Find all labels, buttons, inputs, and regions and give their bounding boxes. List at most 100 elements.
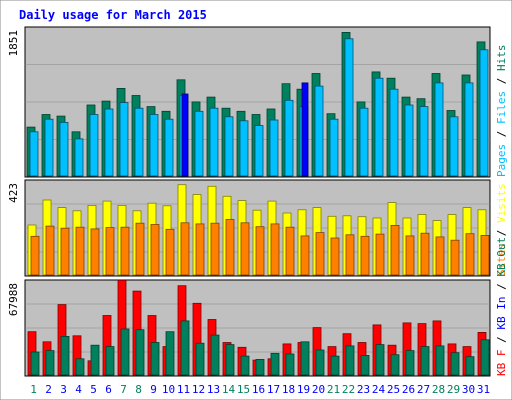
pages-bar <box>301 82 309 177</box>
x-tick-label-day-10: 10 <box>162 383 175 396</box>
panel-middle-ymax-label: 423 <box>7 183 20 203</box>
panel-top-legend-part-4: Hits <box>495 45 508 72</box>
sites-bar <box>30 235 40 276</box>
sites-bar <box>255 226 265 276</box>
x-tick-label-day-8: 8 <box>135 383 142 396</box>
sites-bar <box>390 224 400 276</box>
x-tick-label-day-23: 23 <box>357 383 370 396</box>
sites-bar <box>75 226 85 276</box>
kb-out-bar <box>120 328 130 376</box>
files-bar <box>389 88 399 177</box>
files-bar <box>104 108 114 177</box>
sites-bar <box>270 223 280 276</box>
panel-bottom-legend-part-0: KB F <box>495 350 508 377</box>
sites-bar <box>165 228 175 276</box>
files-bar <box>329 118 339 177</box>
x-tick-label-day-1: 1 <box>30 383 37 396</box>
sites-bar <box>90 228 100 276</box>
kb-out-bar <box>150 342 160 376</box>
files-bar <box>314 85 324 177</box>
files-bar <box>404 104 414 177</box>
files-bar <box>89 114 99 177</box>
x-tick-label-day-12: 12 <box>192 383 205 396</box>
files-bar <box>269 119 279 177</box>
x-tick-label-day-2: 2 <box>45 383 52 396</box>
files-bar <box>479 49 489 177</box>
x-tick-label-day-28: 28 <box>432 383 445 396</box>
panel-middle-legend-part-1: / <box>495 223 508 243</box>
panel-bottom-ymax-label: 67988 <box>7 283 20 316</box>
x-tick-label-day-11: 11 <box>177 383 190 396</box>
files-bar <box>59 122 69 177</box>
kb-out-bar <box>60 335 70 376</box>
sites-bar <box>450 239 460 276</box>
x-tick-label-day-31: 31 <box>477 383 490 396</box>
sites-bar <box>135 222 145 276</box>
panel-top-legend: Pages / Files / Hits <box>495 45 508 178</box>
sites-bar <box>180 222 190 276</box>
panel-bottom-legend-part-3: / <box>495 277 508 297</box>
kb-out-bar <box>210 334 220 376</box>
x-tick-label-day-25: 25 <box>387 383 400 396</box>
kb-out-bar <box>300 341 310 376</box>
panel-bottom-legend: KB F / KB In / KB Out <box>495 237 508 376</box>
panel-middle-legend-part-0: Sites <box>495 243 508 276</box>
sites-bar <box>375 233 385 276</box>
sites-bar <box>315 232 325 276</box>
chart-panels: 1851 Pages / Files / Hits 423 Sites / Visit… <box>7 26 508 377</box>
panel-middle-legend-part-2: Visits <box>495 183 508 223</box>
files-bar <box>164 118 174 177</box>
files-bar <box>239 120 249 177</box>
kb-out-bar <box>405 350 415 376</box>
pages-bar <box>181 93 189 177</box>
sites-bar <box>195 223 205 276</box>
panel-bottom-legend-part-1: / <box>495 330 508 350</box>
kb-out-bar <box>450 352 460 376</box>
files-bar <box>254 125 264 177</box>
x-tick-label-day-16: 16 <box>252 383 265 396</box>
kb-out-bar <box>330 355 340 376</box>
files-bar <box>29 131 39 177</box>
panel-bottom-legend-part-4: KB Out <box>495 237 508 277</box>
sites-bar <box>360 235 370 276</box>
files-bar <box>464 82 474 177</box>
chart-title: Daily usage for March 2015 <box>19 8 207 22</box>
sites-bar <box>480 234 490 276</box>
x-tick-label-day-9: 9 <box>150 383 157 396</box>
kb-out-bar <box>240 355 250 376</box>
x-tick-label-day-5: 5 <box>90 383 97 396</box>
x-tick-label-day-4: 4 <box>75 383 82 396</box>
x-tick-label-day-6: 6 <box>105 383 112 396</box>
x-tick-label-day-13: 13 <box>207 383 220 396</box>
files-bar <box>224 116 234 177</box>
sites-bar <box>45 225 55 276</box>
panel-top-ymax-label: 1851 <box>7 30 20 57</box>
files-bar <box>449 116 459 177</box>
x-tick-label-day-18: 18 <box>282 383 295 396</box>
x-axis-day-labels: 1 2 3 4 5 6 7 8 9 10 11 12 13 14 15 16 17 18 19 20 21 22 23 24 2… <box>30 383 490 396</box>
kb-out-bar <box>420 346 430 376</box>
x-tick-label-day-15: 15 <box>237 383 250 396</box>
files-bar <box>149 114 159 177</box>
panel-top: 1851 Pages / Files / Hits <box>7 26 508 178</box>
files-bar <box>134 107 144 177</box>
panel-bottom-legend-part-2: KB In <box>495 297 508 330</box>
files-bar <box>344 38 354 177</box>
sites-bar <box>405 235 415 276</box>
x-tick-label-day-7: 7 <box>120 383 127 396</box>
kb-out-bar <box>375 344 385 376</box>
x-tick-label-day-24: 24 <box>372 383 386 396</box>
x-tick-label-day-20: 20 <box>312 383 325 396</box>
sites-bar <box>420 232 430 276</box>
panel-middle: 423 Sites / Visits <box>7 179 508 277</box>
panel-top-legend-part-2: Files <box>495 91 508 124</box>
kb-out-bar <box>90 344 100 376</box>
kb-out-bar <box>105 346 115 376</box>
sites-bar <box>60 227 70 276</box>
sites-bar <box>465 233 475 276</box>
files-bar <box>374 77 384 177</box>
kb-out-bar <box>345 345 355 376</box>
kb-out-bar <box>195 342 205 376</box>
kb-out-bar <box>180 320 190 376</box>
x-tick-label-day-26: 26 <box>402 383 415 396</box>
